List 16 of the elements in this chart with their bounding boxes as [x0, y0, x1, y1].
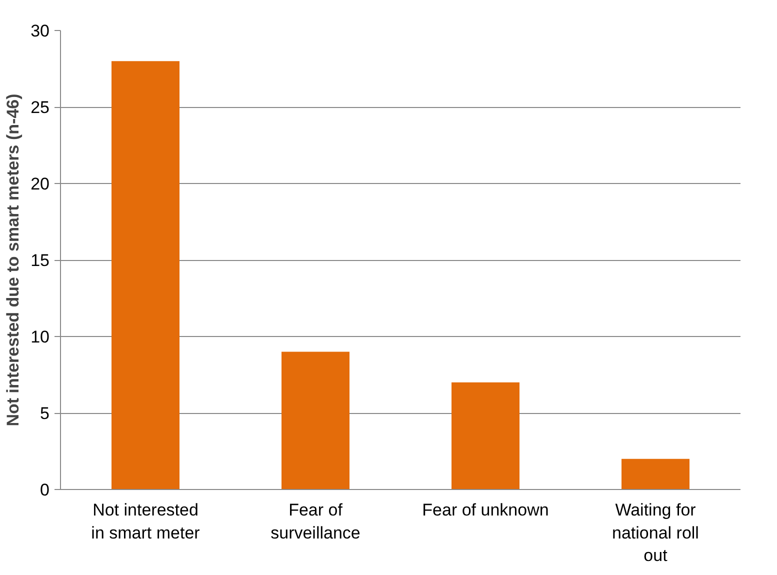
x-tick-label: Waiting for national roll out [612, 500, 699, 566]
x-tick-label: Fear of unknown [422, 500, 549, 520]
bar [622, 458, 690, 490]
y-tick-label: 25 [30, 98, 50, 117]
y-axis-title: Not interested due to smart meters (n-46) [4, 94, 23, 426]
x-tick-label: Fear of surveillance [270, 500, 360, 542]
bar [112, 61, 180, 490]
y-tick-label: 10 [30, 328, 50, 346]
y-tick-label: 0 [40, 480, 50, 500]
y-tick-label: 30 [30, 22, 50, 40]
bar [452, 382, 520, 490]
y-tick-label: 20 [30, 174, 50, 194]
x-tick-label: Not interested in smart meter [91, 500, 200, 542]
y-tick-label: 15 [30, 251, 50, 270]
bar [282, 352, 350, 490]
y-tick-label: 5 [40, 404, 50, 423]
